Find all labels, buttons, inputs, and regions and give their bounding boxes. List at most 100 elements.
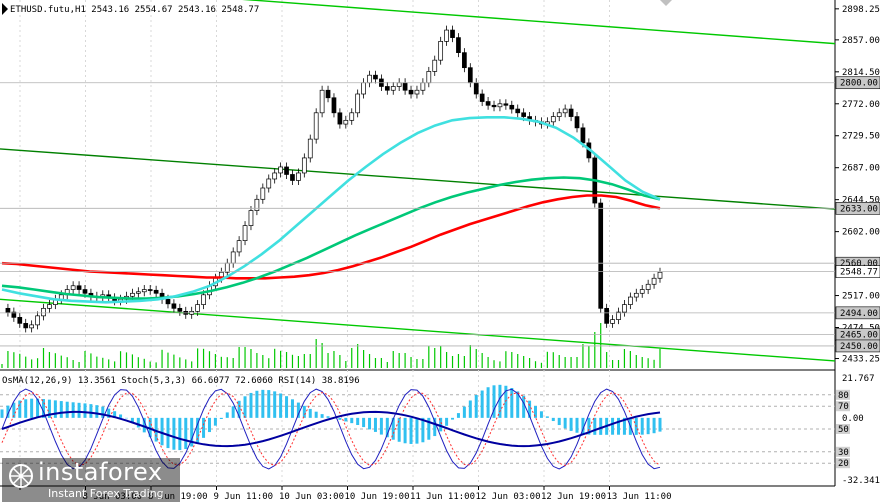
triangle-icon [2, 3, 8, 15]
candle-body [319, 89, 325, 114]
candle-body [76, 285, 82, 290]
candle-body [628, 296, 633, 305]
candle-body [5, 307, 11, 313]
candle-body [343, 119, 349, 125]
candle-body [141, 289, 147, 293]
candle-body [47, 304, 52, 309]
symbol-header: ETHUSD.futu,H1 2543.16 2554.67 2543.16 2… [10, 5, 259, 15]
candle-body [432, 59, 438, 72]
price-tick-label: 2644.50 [842, 196, 880, 206]
trend-line [0, 298, 836, 362]
candle-body [645, 283, 651, 290]
price-tick-label: 2729.50 [842, 132, 880, 142]
candle-body [195, 304, 200, 312]
candle-body [580, 127, 586, 144]
candle-body [337, 112, 343, 125]
candle-body [260, 187, 266, 200]
shift-marker-icon[interactable] [660, 0, 672, 6]
candle-body [390, 86, 396, 91]
candle-body [29, 324, 34, 329]
price-tick-label: 2602.00 [842, 228, 880, 238]
candle-body [361, 82, 366, 95]
candle-body [408, 89, 414, 95]
candle-body [284, 166, 289, 175]
candle-body [574, 116, 580, 129]
price-tag-label: 2548.77 [840, 268, 878, 278]
candle-body [639, 289, 645, 294]
candle-body [414, 89, 420, 95]
price-tick-label: 2687.00 [842, 164, 880, 174]
rsi-line [1, 410, 661, 448]
level-tag-box [836, 424, 850, 434]
price-tag-box [835, 306, 880, 320]
level-tag-box [836, 389, 850, 400]
candle-body [604, 307, 609, 324]
time-ticks: 8 Jun 03:00 8 Jun 19:00 9 Jun 11:00 10 Jun … [19, 486, 672, 502]
candle-body [307, 138, 313, 159]
candle-body [568, 108, 574, 117]
oscillator-level-label: 70 [838, 402, 849, 412]
candle-body [462, 52, 467, 69]
candle-body [402, 82, 408, 91]
price-tag-label: 2633.00 [840, 204, 878, 214]
candle-body [266, 178, 272, 189]
time-tick-label: 10 Jun 03:00 [279, 492, 344, 502]
candle-body [420, 82, 426, 91]
oscillator-value-label: 0.00 [842, 414, 864, 424]
candle-body [467, 67, 473, 84]
price-tag-label: 2465.00 [840, 331, 878, 341]
candle-body [556, 112, 562, 117]
candle-body [373, 74, 378, 80]
candle-body [491, 104, 497, 108]
price-tick-label: 2433.25 [842, 355, 880, 365]
price-tick-label: 2898.25 [842, 5, 880, 15]
moving-averages [1, 116, 661, 304]
trend-line [0, 148, 836, 210]
candle-body [509, 104, 515, 110]
candle-body [171, 303, 177, 309]
candle-body [296, 172, 301, 181]
candle-body [177, 307, 183, 312]
price-tick-label: 2772.00 [842, 100, 880, 110]
candles [5, 25, 663, 333]
volume-bars [1, 323, 661, 368]
candle-body [598, 202, 604, 309]
price-tick-label: 2517.00 [842, 292, 880, 302]
candle-body [633, 292, 639, 298]
time-tick-label: 11 Jun 11:00 [410, 492, 475, 502]
candle-body [550, 116, 556, 123]
candle-body [165, 298, 171, 305]
price-tag-label: 2560.00 [840, 259, 878, 269]
candle-body [41, 307, 46, 317]
trend-line [242, 0, 836, 45]
candle-body [35, 315, 40, 326]
candle-body [450, 29, 455, 38]
price-tag-label: 2450.00 [840, 342, 878, 352]
candle-body [622, 304, 627, 313]
trend-lines [0, 0, 836, 362]
oscillator-level-label: 80 [838, 391, 849, 401]
time-tick-label: 12 Jun 19:00 [541, 492, 606, 502]
level-tag-box [836, 458, 850, 469]
candle-body [301, 157, 307, 174]
candle-body [456, 37, 461, 53]
price-tick-label: 2814.50 [842, 68, 880, 78]
candle-body [503, 103, 509, 106]
price-tag-label: 2494.00 [840, 309, 878, 319]
time-tick-label: 8 Jun 03:00 [83, 492, 143, 502]
candle-body [367, 74, 372, 84]
candle-body [562, 108, 568, 114]
candle-body [313, 112, 319, 140]
logo-icon [9, 464, 33, 488]
price-tag-box [835, 265, 880, 278]
candle-body [11, 311, 17, 318]
candle-body [355, 93, 361, 114]
time-tick-label: 12 Jun 03:00 [476, 492, 541, 502]
candle-body [426, 71, 432, 84]
candle-body [254, 198, 260, 211]
candle-body [610, 319, 615, 324]
candle-body [384, 86, 390, 91]
oscillator-value-label: 21.767 [842, 374, 875, 384]
